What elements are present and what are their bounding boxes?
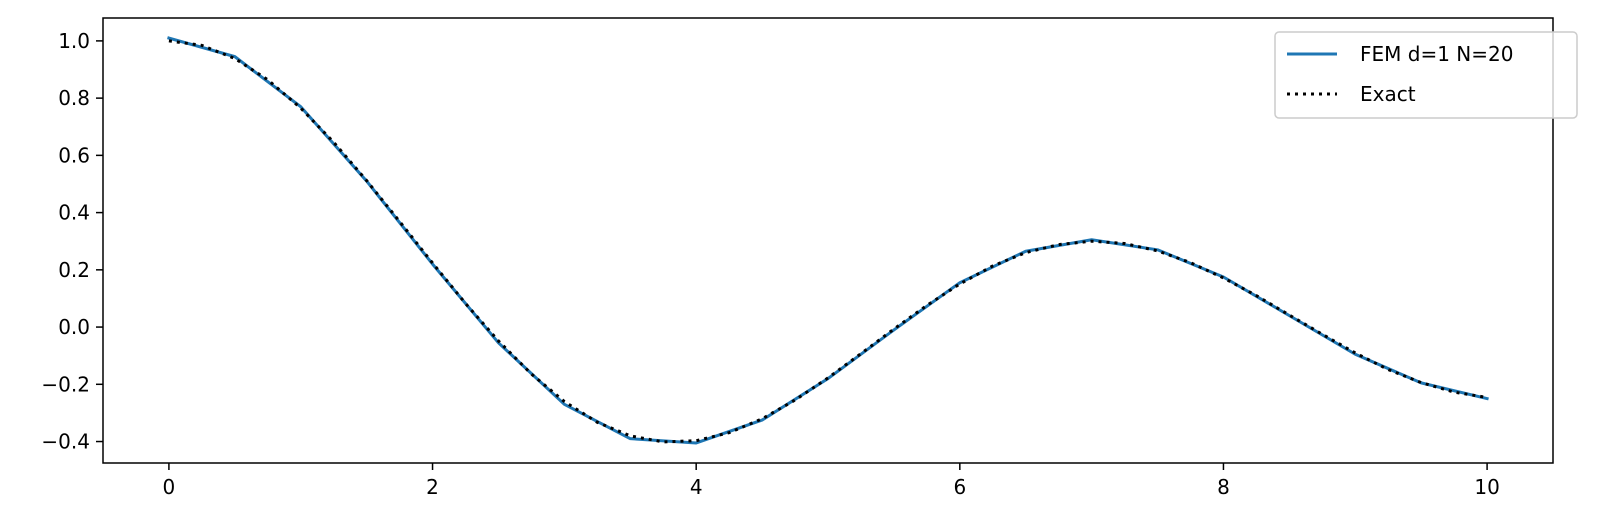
x-axis: 0 2 4 6 8 10 <box>163 463 1500 499</box>
y-axis: −0.4 −0.2 0.0 0.2 0.4 0.6 0.8 1.0 <box>41 29 103 454</box>
y-tick-label: 0.6 <box>58 143 90 167</box>
legend-box <box>1274 31 1578 119</box>
x-tick-label: 6 <box>953 475 966 499</box>
y-tick-label: 0.4 <box>58 201 90 225</box>
legend-label: FEM d=1 N=20 <box>1360 42 1513 66</box>
plot-frame <box>102 17 1554 464</box>
y-tick-label: −0.2 <box>41 372 90 396</box>
y-tick-label: 0.8 <box>58 86 90 110</box>
y-tick-label: 1.0 <box>58 29 90 53</box>
legend-label: Exact <box>1360 82 1416 106</box>
x-tick-label: 8 <box>1217 475 1230 499</box>
legend: FEM d=1 N=20 Exact <box>1274 31 1578 119</box>
y-tick-label: −0.4 <box>41 430 90 454</box>
y-tick-label: 0.2 <box>58 258 90 282</box>
x-tick-label: 2 <box>426 475 439 499</box>
series-layer <box>167 36 1489 445</box>
y-tick-label: 0.0 <box>58 315 90 339</box>
x-tick-label: 10 <box>1474 475 1499 499</box>
x-tick-label: 4 <box>690 475 703 499</box>
x-tick-label: 0 <box>163 475 176 499</box>
